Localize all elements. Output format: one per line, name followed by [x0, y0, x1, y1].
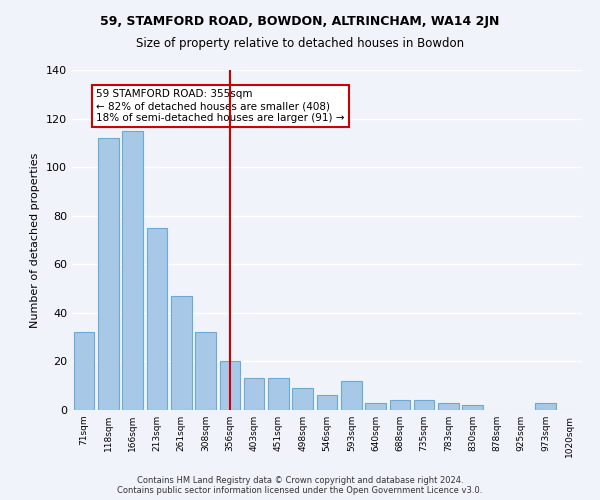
Bar — [244, 378, 265, 410]
Y-axis label: Number of detached properties: Number of detached properties — [31, 152, 40, 328]
Bar — [341, 381, 362, 410]
Bar — [146, 228, 167, 410]
Text: Contains public sector information licensed under the Open Government Licence v3: Contains public sector information licen… — [118, 486, 482, 495]
Bar — [195, 332, 216, 410]
Bar — [389, 400, 410, 410]
Bar — [463, 405, 483, 410]
Text: 59 STAMFORD ROAD: 355sqm
← 82% of detached houses are smaller (408)
18% of semi-: 59 STAMFORD ROAD: 355sqm ← 82% of detach… — [96, 90, 345, 122]
Bar — [268, 378, 289, 410]
Bar — [365, 402, 386, 410]
Bar — [438, 402, 459, 410]
Bar — [171, 296, 191, 410]
Bar — [98, 138, 119, 410]
Bar — [74, 332, 94, 410]
Bar — [414, 400, 434, 410]
Text: Size of property relative to detached houses in Bowdon: Size of property relative to detached ho… — [136, 38, 464, 51]
Bar — [535, 402, 556, 410]
Text: 59, STAMFORD ROAD, BOWDON, ALTRINCHAM, WA14 2JN: 59, STAMFORD ROAD, BOWDON, ALTRINCHAM, W… — [100, 15, 500, 28]
Bar — [317, 396, 337, 410]
Bar — [122, 130, 143, 410]
Bar — [220, 362, 240, 410]
Text: Contains HM Land Registry data © Crown copyright and database right 2024.: Contains HM Land Registry data © Crown c… — [137, 476, 463, 485]
Bar — [292, 388, 313, 410]
